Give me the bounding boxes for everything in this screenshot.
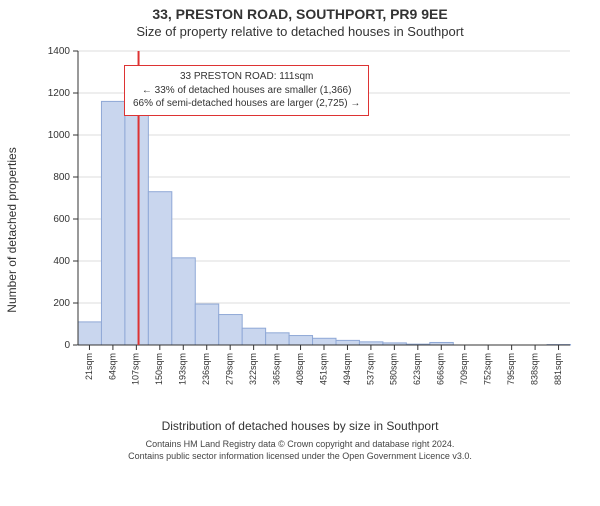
svg-text:709sqm: 709sqm (459, 353, 469, 385)
svg-text:193sqm: 193sqm (178, 353, 188, 385)
info-line-1: 33 PRESTON ROAD: 111sqm (133, 70, 360, 84)
footer-line-2: Contains public sector information licen… (0, 451, 600, 463)
svg-text:150sqm: 150sqm (154, 353, 164, 385)
svg-text:365sqm: 365sqm (271, 353, 281, 385)
chart-container: Number of detached properties 0200400600… (20, 45, 580, 415)
svg-text:623sqm: 623sqm (412, 353, 422, 385)
svg-text:800: 800 (53, 172, 70, 183)
svg-text:838sqm: 838sqm (529, 353, 539, 385)
svg-text:881sqm: 881sqm (553, 353, 563, 385)
svg-text:279sqm: 279sqm (225, 353, 235, 385)
svg-text:408sqm: 408sqm (295, 353, 305, 385)
svg-text:322sqm: 322sqm (248, 353, 258, 385)
marker-info-box: 33 PRESTON ROAD: 111sqm ← 33% of detache… (124, 65, 369, 116)
page-title: 33, PRESTON ROAD, SOUTHPORT, PR9 9EE (0, 6, 600, 22)
svg-text:600: 600 (53, 214, 70, 225)
svg-text:666sqm: 666sqm (436, 353, 446, 385)
svg-text:236sqm: 236sqm (201, 353, 211, 385)
svg-text:200: 200 (53, 298, 70, 309)
svg-text:1000: 1000 (48, 130, 71, 141)
svg-text:21sqm: 21sqm (84, 353, 94, 380)
y-axis-label: Number of detached properties (5, 147, 19, 312)
svg-text:1400: 1400 (48, 46, 71, 57)
svg-text:451sqm: 451sqm (318, 353, 328, 385)
svg-text:64sqm: 64sqm (107, 353, 117, 380)
svg-text:0: 0 (64, 340, 70, 351)
svg-text:580sqm: 580sqm (389, 353, 399, 385)
footer-line-1: Contains HM Land Registry data © Crown c… (0, 439, 600, 451)
svg-text:494sqm: 494sqm (342, 353, 352, 385)
info-line-2: ← 33% of detached houses are smaller (1,… (133, 84, 360, 98)
page-subtitle: Size of property relative to detached ho… (0, 24, 600, 39)
footer-attribution: Contains HM Land Registry data © Crown c… (0, 439, 600, 462)
x-axis-label: Distribution of detached houses by size … (0, 419, 600, 433)
svg-text:537sqm: 537sqm (365, 353, 375, 385)
svg-text:752sqm: 752sqm (483, 353, 493, 385)
svg-text:107sqm: 107sqm (131, 353, 141, 385)
svg-text:1200: 1200 (48, 88, 71, 99)
info-line-3: 66% of semi-detached houses are larger (… (133, 97, 360, 111)
svg-text:400: 400 (53, 256, 70, 267)
svg-text:795sqm: 795sqm (506, 353, 516, 385)
